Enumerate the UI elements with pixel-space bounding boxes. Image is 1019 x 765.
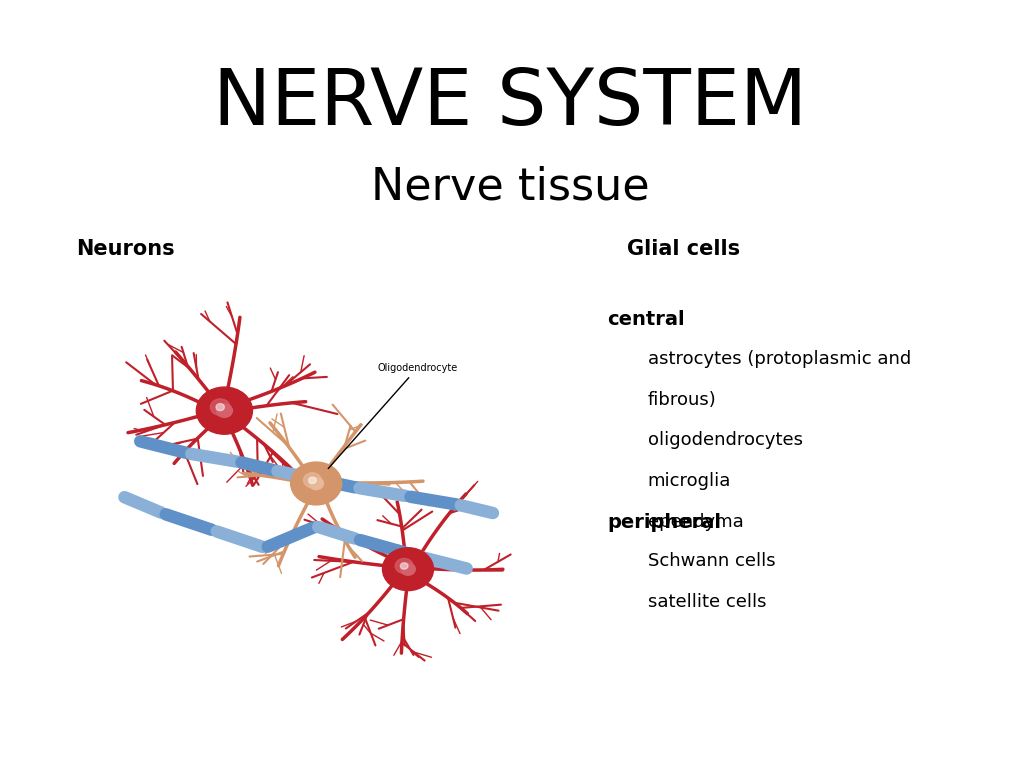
- Circle shape: [384, 549, 431, 589]
- Circle shape: [302, 471, 330, 496]
- Circle shape: [212, 401, 236, 421]
- Text: Neurons: Neurons: [76, 239, 175, 259]
- Text: Schwann cells: Schwann cells: [647, 552, 774, 571]
- Circle shape: [216, 404, 232, 418]
- Circle shape: [404, 566, 412, 572]
- Circle shape: [208, 397, 240, 424]
- Circle shape: [395, 558, 413, 574]
- Circle shape: [197, 387, 253, 435]
- Circle shape: [393, 557, 422, 581]
- Text: ependyma: ependyma: [647, 513, 743, 531]
- Circle shape: [200, 390, 249, 431]
- Text: oligodendrocytes: oligodendrocytes: [647, 431, 802, 449]
- Circle shape: [312, 480, 320, 487]
- Circle shape: [210, 399, 238, 422]
- Circle shape: [314, 482, 318, 485]
- Circle shape: [309, 477, 323, 490]
- Text: Nerve tissue: Nerve tissue: [370, 166, 649, 209]
- Circle shape: [290, 462, 341, 505]
- Text: satellite cells: satellite cells: [647, 594, 765, 611]
- Circle shape: [304, 473, 329, 494]
- Circle shape: [395, 558, 421, 580]
- Text: astrocytes (protoplasmic and: astrocytes (protoplasmic and: [647, 350, 910, 368]
- Text: microglia: microglia: [647, 472, 731, 490]
- Circle shape: [210, 399, 230, 415]
- Text: Glial cells: Glial cells: [627, 239, 740, 259]
- Text: central: central: [606, 310, 684, 329]
- Text: peripheral: peripheral: [606, 513, 720, 532]
- Text: fibrous): fibrous): [647, 391, 715, 409]
- Circle shape: [300, 470, 332, 497]
- Circle shape: [400, 563, 408, 569]
- Circle shape: [214, 402, 234, 419]
- Circle shape: [292, 464, 339, 503]
- Circle shape: [398, 562, 417, 577]
- Circle shape: [403, 565, 413, 574]
- Circle shape: [298, 468, 334, 499]
- Circle shape: [216, 404, 224, 411]
- Circle shape: [296, 467, 336, 500]
- Circle shape: [400, 563, 415, 575]
- Circle shape: [206, 396, 243, 426]
- Circle shape: [309, 477, 316, 483]
- Circle shape: [294, 465, 337, 502]
- Circle shape: [396, 560, 419, 578]
- Circle shape: [406, 568, 410, 571]
- Circle shape: [387, 552, 428, 586]
- Circle shape: [307, 476, 325, 491]
- Circle shape: [386, 551, 429, 588]
- Circle shape: [202, 392, 247, 429]
- Circle shape: [305, 474, 327, 493]
- Circle shape: [382, 548, 433, 591]
- Text: Oligodendrocyte: Oligodendrocyte: [328, 363, 458, 468]
- Circle shape: [304, 473, 321, 488]
- Circle shape: [389, 554, 426, 584]
- Circle shape: [198, 389, 251, 432]
- Circle shape: [220, 407, 228, 414]
- Circle shape: [311, 479, 321, 488]
- Text: NERVE SYSTEM: NERVE SYSTEM: [213, 65, 806, 142]
- Circle shape: [222, 409, 226, 412]
- Circle shape: [391, 555, 424, 583]
- Circle shape: [218, 405, 230, 415]
- Circle shape: [204, 394, 245, 428]
